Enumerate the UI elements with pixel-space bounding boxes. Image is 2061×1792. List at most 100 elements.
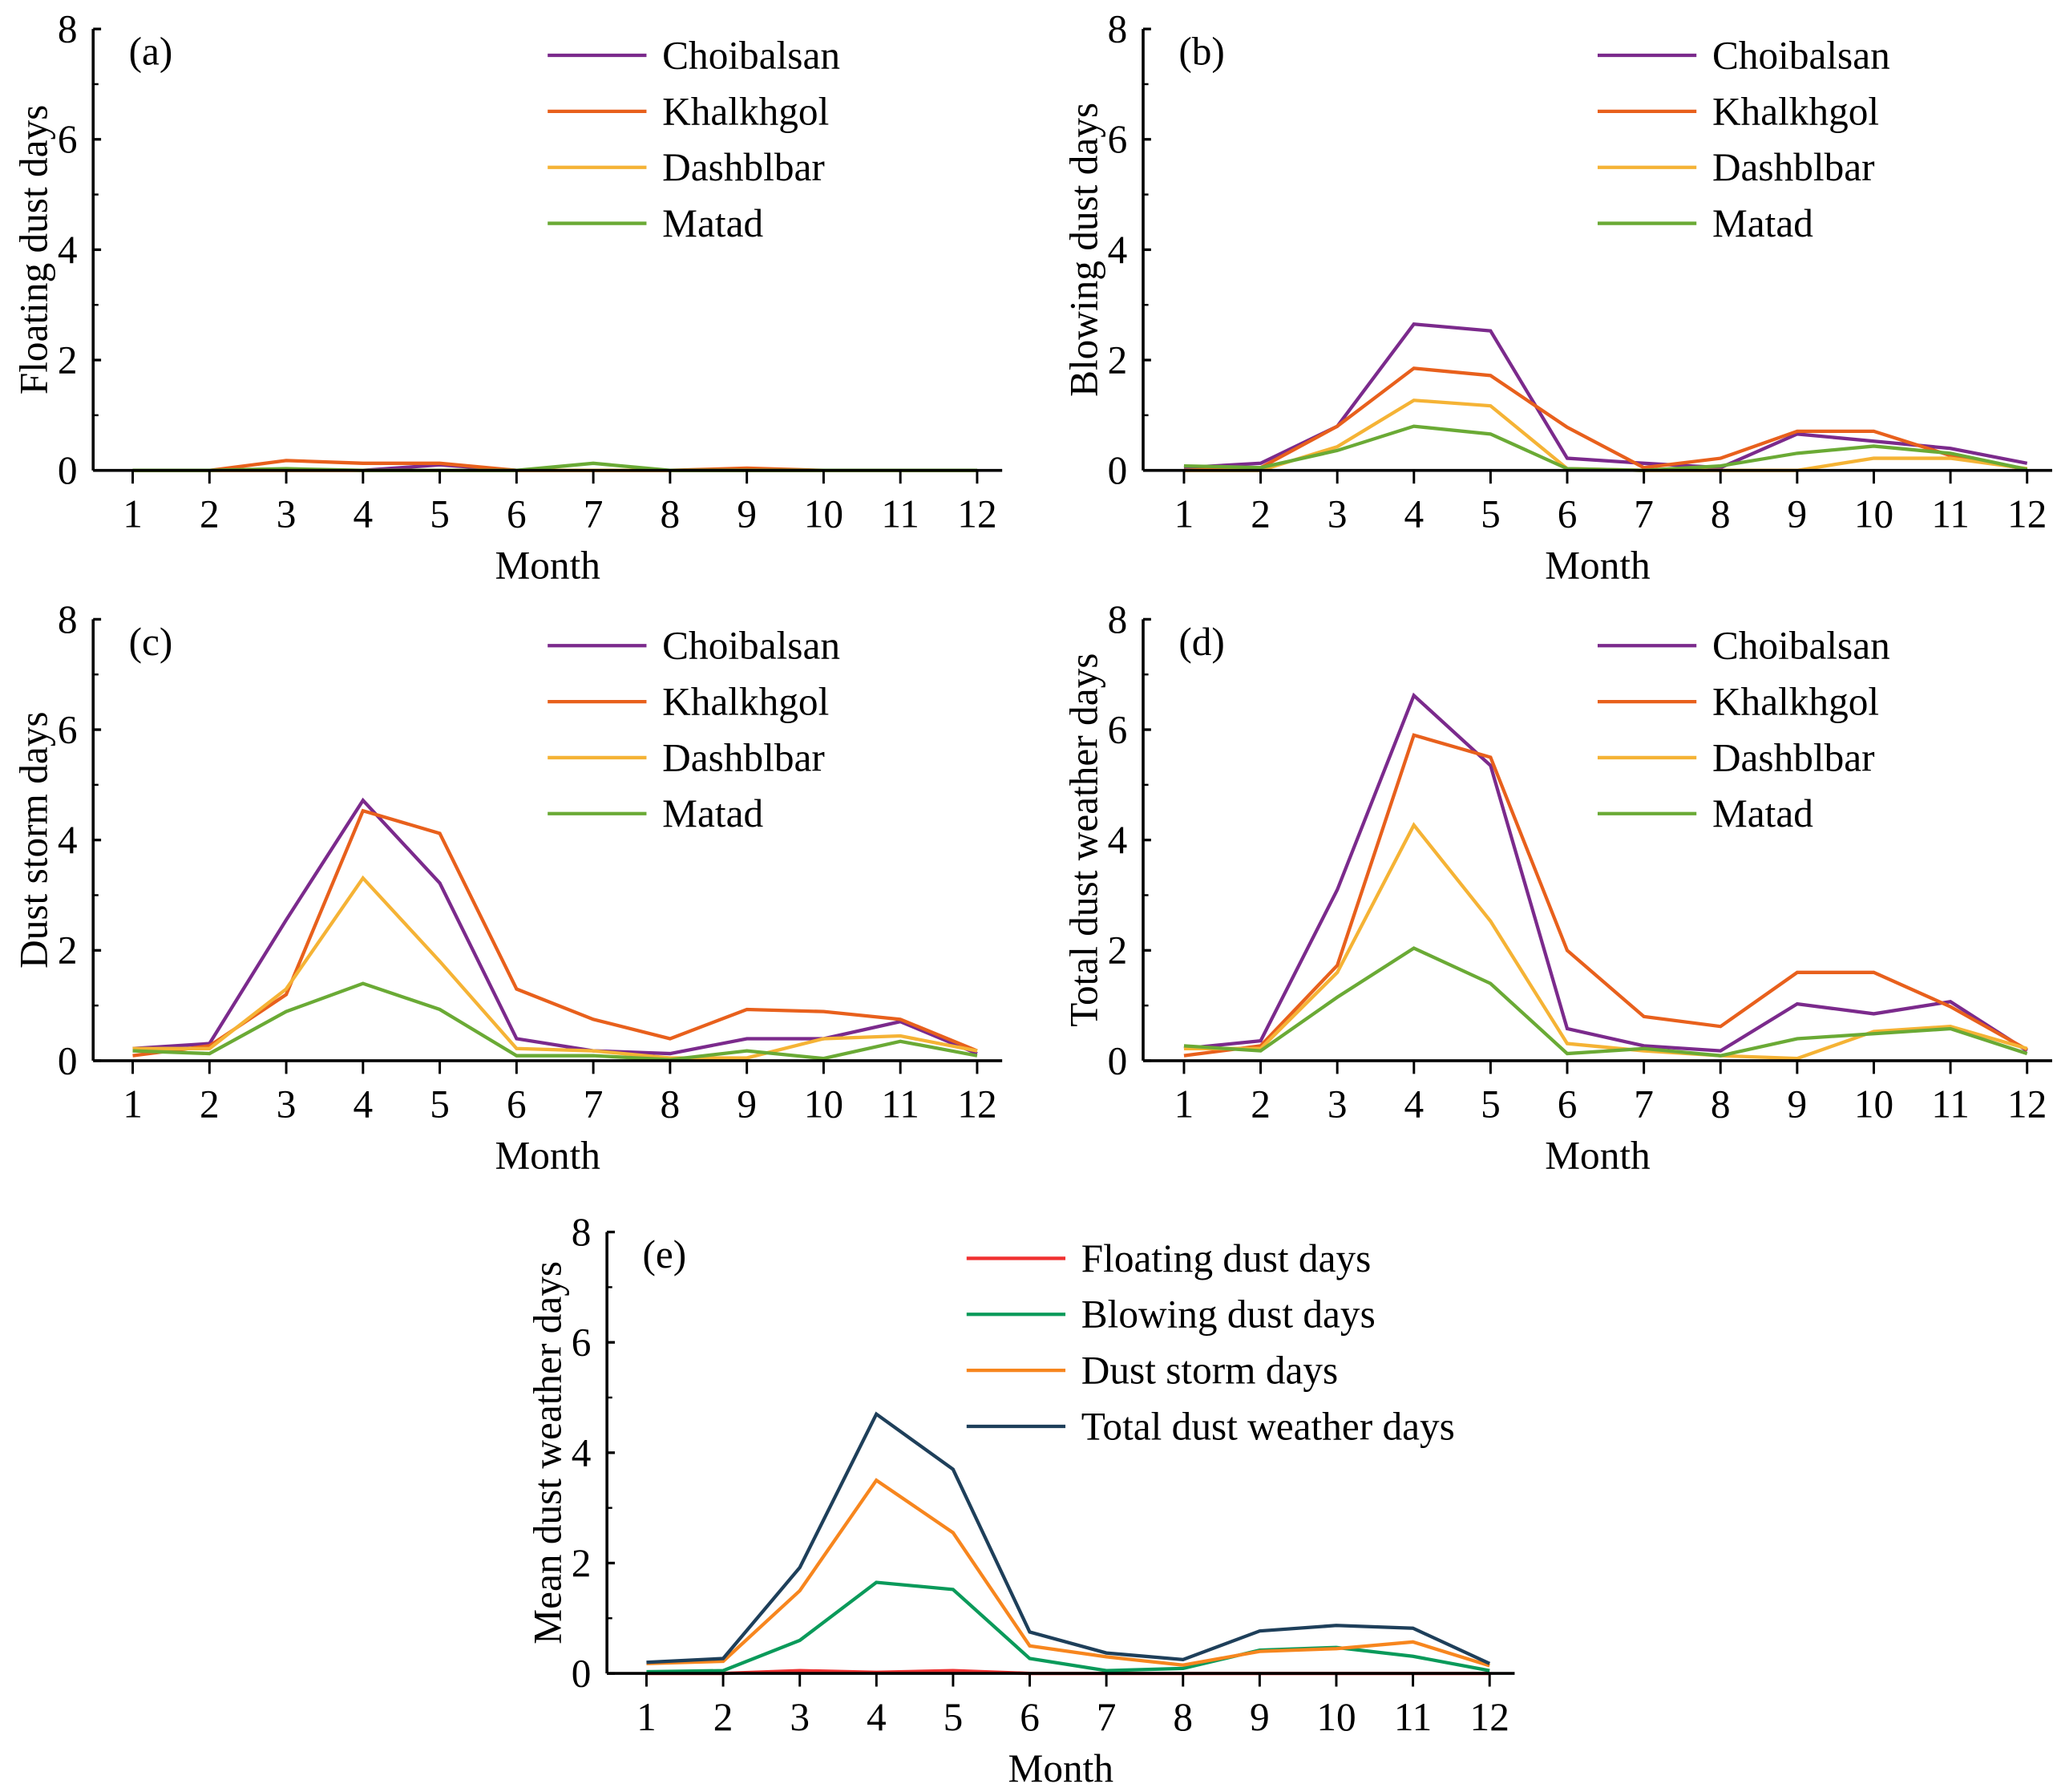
x-tick-label: 8: [1173, 1695, 1193, 1739]
y-axis-label: Mean dust weather days: [526, 1261, 570, 1644]
x-tick-label: 5: [944, 1695, 964, 1739]
y-tick-label: 6: [572, 1321, 592, 1365]
x-tick-label: 6: [1558, 1082, 1578, 1127]
x-tick-label: 1: [1174, 491, 1194, 536]
x-tick-label: 11: [1394, 1695, 1432, 1739]
x-axis-label: Month: [495, 543, 600, 587]
y-axis-label: Total dust weather days: [1061, 653, 1105, 1027]
x-tick-label: 5: [430, 491, 450, 536]
y-tick-label: 0: [1108, 448, 1128, 492]
y-tick-label: 0: [572, 1652, 592, 1696]
series-line-dust-storm-days: [646, 1478, 1490, 1668]
legend-label: Dust storm days: [1081, 1349, 1338, 1393]
panel-label: (a): [129, 30, 173, 74]
x-tick-label: 5: [1481, 491, 1501, 536]
legend-item: Dashblbar: [1597, 735, 1875, 779]
x-tick-label: 7: [584, 1082, 604, 1127]
legend-label: Matad: [1712, 791, 1813, 835]
legend-label: Khalkhgol: [662, 89, 829, 133]
legend-item: Choibalsan: [1597, 624, 1890, 668]
legend-item: Matad: [1597, 791, 1813, 835]
panel-label: (d): [1178, 620, 1224, 664]
y-tick-label: 0: [1108, 1038, 1128, 1082]
y-axis-label: Blowing dust days: [1061, 103, 1105, 397]
series-line-total-dust-weather-days: [646, 1411, 1491, 1665]
series-line-dashblbar: [1183, 822, 2028, 1061]
x-tick-label: 2: [200, 491, 220, 536]
x-tick-label: 11: [1931, 1082, 1969, 1127]
y-tick-label: 4: [1108, 228, 1128, 272]
x-tick-label: 10: [1854, 1082, 1893, 1127]
x-tick-label: 6: [1558, 491, 1578, 536]
x-tick-label: 11: [881, 1082, 919, 1127]
legend-label: Khalkhgol: [1712, 680, 1879, 724]
x-tick-label: 1: [123, 491, 143, 536]
y-tick-label: 8: [58, 7, 78, 51]
x-tick-label: 4: [867, 1695, 887, 1739]
panel-label: (e): [643, 1232, 687, 1276]
x-tick-label: 12: [1470, 1695, 1509, 1739]
x-tick-label: 5: [1481, 1082, 1501, 1127]
x-tick-label: 9: [1788, 1082, 1808, 1127]
x-tick-label: 11: [881, 491, 919, 536]
legend-item: Choibalsan: [1597, 33, 1890, 77]
x-tick-label: 10: [1854, 491, 1893, 536]
x-tick-label: 4: [1404, 491, 1424, 536]
y-axis-label: Dust storm days: [12, 711, 56, 968]
legend-item: Khalkhgol: [1597, 680, 1879, 724]
x-axis-label: Month: [495, 1134, 600, 1178]
legend-label: Dashblbar: [1712, 145, 1875, 189]
legend-item: Dashblbar: [548, 145, 825, 189]
x-tick-label: 12: [957, 491, 996, 536]
y-tick-label: 8: [1108, 7, 1128, 51]
x-tick-label: 8: [1711, 1082, 1731, 1127]
legend-label: Total dust weather days: [1081, 1404, 1455, 1448]
legend-item: Choibalsan: [548, 33, 840, 77]
x-tick-label: 6: [507, 491, 527, 536]
x-tick-label: 6: [1020, 1695, 1040, 1739]
legend-item: Blowing dust days: [966, 1292, 1376, 1337]
legend-label: Matad: [662, 201, 763, 245]
series-line-matad: [1183, 946, 2028, 1058]
legend-label: Dashblbar: [662, 145, 825, 189]
y-tick-label: 6: [1108, 707, 1128, 751]
legend-item: Floating dust days: [966, 1236, 1371, 1280]
x-tick-label: 7: [1634, 491, 1654, 536]
x-axis-label: Month: [1545, 1134, 1650, 1178]
x-tick-label: 8: [1711, 491, 1731, 536]
x-tick-label: 4: [353, 491, 373, 536]
legend-item: Dashblbar: [1597, 145, 1875, 189]
x-tick-label: 11: [1931, 491, 1969, 536]
x-tick-label: 10: [804, 1082, 843, 1127]
series-line-choibalsan: [1183, 692, 2028, 1053]
x-tick-label: 3: [790, 1695, 810, 1739]
x-tick-label: 6: [507, 1082, 527, 1127]
series-line-khalkhgol: [132, 808, 978, 1058]
legend-item: Khalkhgol: [548, 89, 829, 133]
y-tick-label: 2: [572, 1541, 592, 1585]
legend-label: Choibalsan: [662, 33, 840, 77]
legend-label: Dashblbar: [662, 735, 825, 779]
x-tick-label: 7: [1634, 1082, 1654, 1127]
x-tick-label: 9: [737, 491, 757, 536]
legend-item: Matad: [1597, 201, 1813, 245]
legend-item: Khalkhgol: [548, 680, 829, 724]
legend-label: Blowing dust days: [1081, 1292, 1376, 1337]
y-tick-label: 2: [1108, 928, 1128, 973]
x-axis-label: Month: [1008, 1746, 1113, 1790]
x-tick-label: 10: [804, 491, 843, 536]
x-tick-label: 9: [737, 1082, 757, 1127]
panel-label: (b): [1178, 30, 1224, 74]
y-tick-label: 4: [58, 228, 78, 272]
y-tick-label: 4: [58, 818, 78, 862]
x-tick-label: 1: [123, 1082, 143, 1127]
y-tick-label: 6: [58, 707, 78, 751]
x-tick-label: 12: [2007, 1082, 2047, 1127]
y-tick-label: 6: [1108, 117, 1128, 161]
y-tick-label: 2: [1108, 338, 1128, 382]
legend-label: Choibalsan: [1712, 33, 1890, 77]
y-tick-label: 2: [58, 928, 78, 973]
